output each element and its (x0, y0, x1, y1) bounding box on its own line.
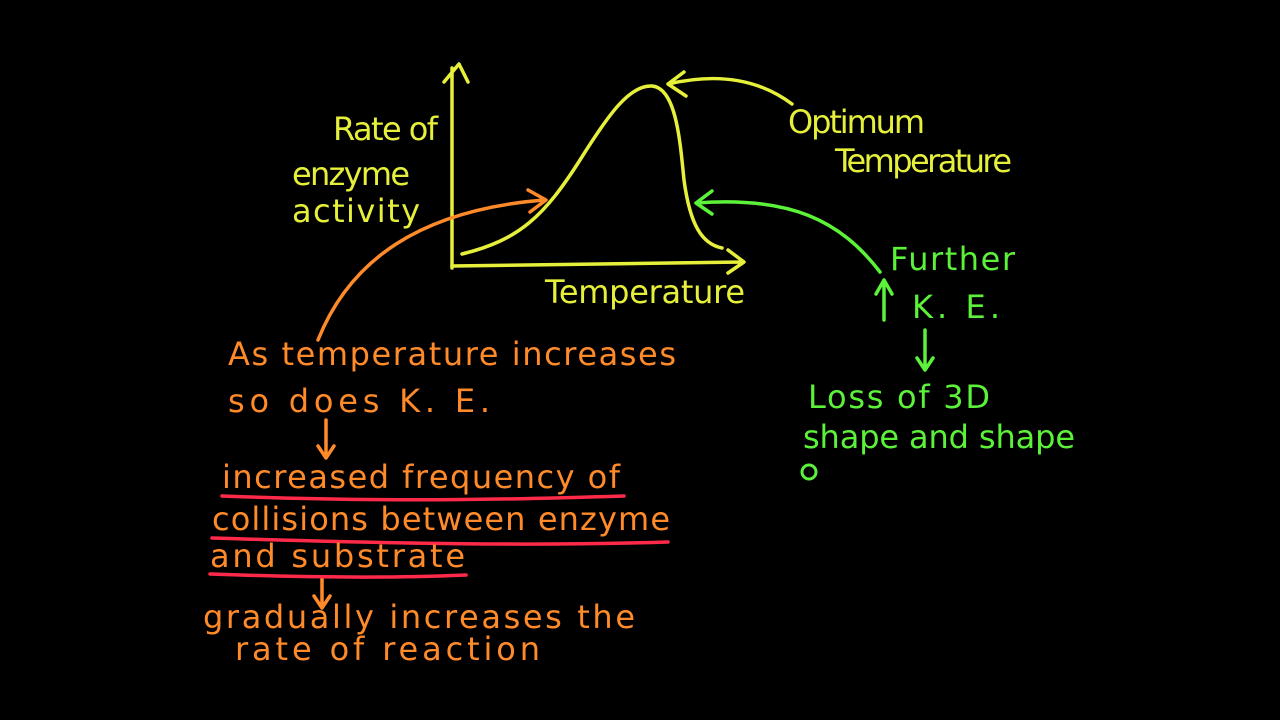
underline (220, 494, 626, 502)
annotation: Temperature (834, 142, 1012, 180)
annotation: and substrate (210, 537, 465, 575)
annotation: shape and shape (803, 418, 1075, 456)
y-axis (442, 62, 470, 270)
down-arrow (316, 418, 336, 460)
x-axis (450, 248, 746, 275)
underline (208, 572, 468, 579)
up-arrow (874, 278, 894, 322)
rising-arrow (316, 188, 548, 342)
annotation: K. E. (912, 288, 1000, 326)
annotation: Loss of 3D (808, 378, 990, 416)
y-axis-label: activity (292, 192, 420, 230)
annotation: Further (890, 240, 1016, 278)
annotation: Optimum (788, 103, 925, 141)
optimum-arrow (666, 70, 794, 106)
x-axis-label: Temperature (544, 273, 745, 311)
annotation: rate of reaction (235, 630, 540, 668)
down-arrow (915, 328, 935, 372)
y-axis-label: enzyme (292, 155, 410, 193)
annotation: As temperature increases (228, 335, 676, 373)
down-arrow (312, 576, 332, 610)
underline (210, 536, 670, 546)
annotation: increased frequency of (222, 458, 621, 496)
pen-mark (800, 463, 818, 481)
annotation: collisions between enzyme (212, 500, 670, 538)
activity-curve (460, 84, 724, 256)
high-temp-arrow (694, 189, 882, 274)
y-axis-label: Rate of (333, 110, 439, 148)
